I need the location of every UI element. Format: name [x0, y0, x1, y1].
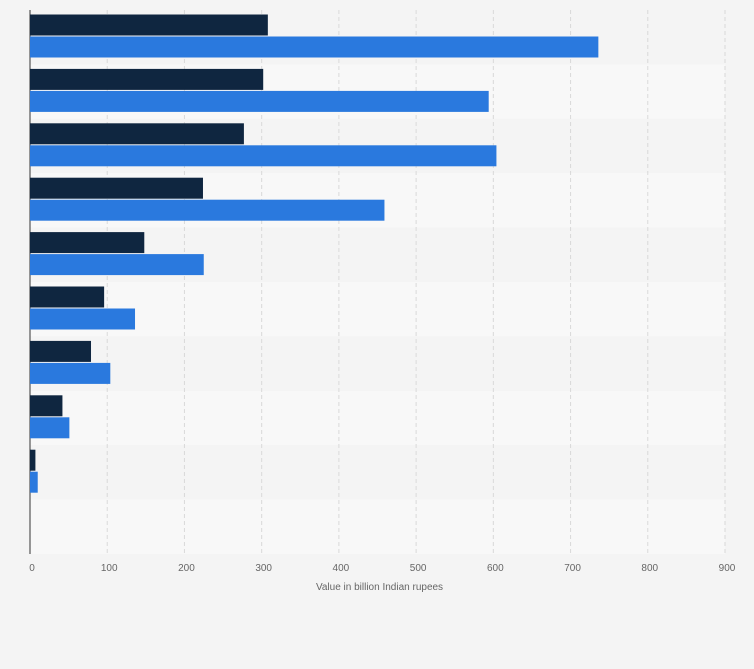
bar	[30, 90, 489, 112]
bar	[30, 123, 244, 145]
x-tick-label: 500	[410, 563, 427, 574]
bar	[30, 417, 70, 439]
bar	[30, 145, 497, 167]
bar	[30, 471, 38, 493]
row-band	[30, 499, 725, 554]
x-tick-label: 800	[641, 563, 658, 574]
bar	[30, 340, 92, 362]
row-band	[30, 445, 725, 500]
bar	[30, 308, 136, 330]
bar	[30, 14, 268, 36]
row-band	[30, 282, 725, 337]
x-tick-label: 900	[719, 563, 736, 574]
bar	[30, 232, 145, 254]
bar	[30, 36, 599, 58]
x-tick-label: 300	[255, 563, 272, 574]
x-tick-label: 400	[333, 563, 350, 574]
bar	[30, 68, 264, 90]
x-tick-label: 600	[487, 563, 504, 574]
bar	[30, 199, 385, 221]
x-tick-label: 200	[178, 563, 195, 574]
bar	[30, 362, 111, 384]
bar	[30, 286, 105, 308]
row-band	[30, 390, 725, 446]
bar	[30, 395, 63, 417]
x-axis-title: Value in billion Indian rupees	[316, 582, 443, 593]
bar	[30, 254, 204, 276]
bar	[30, 449, 36, 471]
x-tick-label: 0	[29, 563, 35, 574]
x-tick-label: 100	[101, 563, 118, 574]
bar	[30, 177, 203, 199]
x-tick-label: 700	[564, 563, 581, 574]
row-band	[30, 336, 725, 391]
